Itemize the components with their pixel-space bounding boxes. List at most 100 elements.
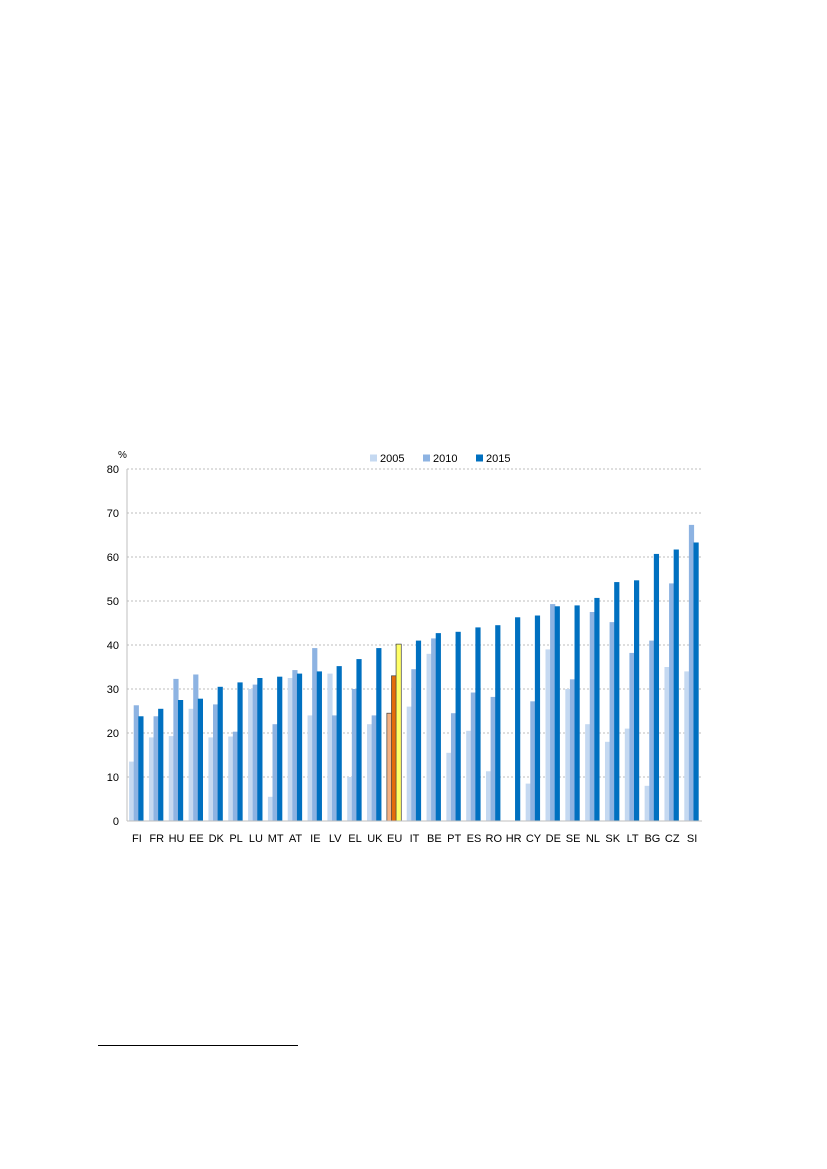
x-tick-label: RO [486, 833, 503, 845]
bar-uk-2015 [376, 648, 382, 821]
bar-ie-2015 [316, 671, 322, 821]
x-tick-label: BE [427, 833, 442, 845]
x-tick-label: PT [447, 833, 461, 845]
legend-label: 2015 [486, 453, 510, 465]
bar-ee-2010 [193, 674, 199, 821]
bar-lv-2010 [331, 715, 338, 821]
x-tick-label: SK [605, 833, 620, 845]
bar-it-2015 [415, 640, 422, 821]
x-tick-label: SE [566, 833, 581, 845]
bar-si-2005 [684, 671, 690, 821]
bar-eu-2015 [395, 643, 402, 822]
bar-dk-2015 [217, 686, 223, 821]
legend-swatch-2015 [476, 454, 483, 462]
bar-hr-2015 [515, 617, 521, 821]
bar-fr-2005 [148, 737, 155, 821]
bar-ee-2015 [197, 698, 203, 821]
bar-ro-2005 [486, 771, 492, 821]
bar-fi-2015 [138, 716, 144, 821]
bar-bg-2005 [644, 785, 650, 821]
bar-it-2010 [411, 669, 417, 821]
bar-be-2010 [431, 638, 437, 821]
footnote-separator [98, 1045, 298, 1046]
x-tick-label: SI [687, 833, 697, 845]
bar-nl-2015 [594, 597, 600, 821]
bar-el-2015 [356, 659, 362, 821]
bar-cy-2015 [534, 615, 541, 821]
x-tick-label: ES [467, 833, 482, 845]
bar-be-2015 [435, 633, 441, 821]
bar-lt-2010 [629, 652, 635, 821]
bar-sk-2010 [609, 622, 615, 821]
bar-mt-2010 [272, 724, 278, 821]
x-axis-ticks: FI FR HU EE DK PL LU MT AT IE LV EL UK EU IT BE PT ES RO HR… [132, 833, 697, 845]
bar-si-2015 [693, 542, 699, 821]
y-axis-ticks: 0 10 20 30 40 50 60 70 80 [107, 464, 119, 828]
bar-se-2015 [574, 605, 580, 821]
x-tick-label: CZ [665, 833, 680, 845]
y-tick-label: 60 [107, 552, 119, 564]
bar-at-2010 [292, 670, 298, 821]
y-axis-label: % [118, 450, 127, 461]
bar-mt-2005 [267, 796, 274, 821]
x-tick-label: UK [367, 833, 383, 845]
bar-cz-2005 [664, 667, 670, 821]
bar-el-2005 [347, 777, 353, 821]
x-tick-label: DK [209, 833, 225, 845]
bar-es-2010 [470, 692, 476, 821]
x-tick-label: MT [268, 833, 284, 845]
bar-pl-2005 [228, 736, 234, 821]
x-tick-label: CY [526, 833, 542, 845]
bar-pl-2010 [232, 731, 239, 821]
bar-uk-2005 [367, 724, 373, 821]
bar-at-2015 [296, 673, 303, 821]
y-tick-label: 80 [107, 464, 119, 476]
bars [129, 524, 699, 822]
bar-ie-2010 [312, 648, 318, 821]
bar-lt-2015 [634, 580, 640, 821]
x-tick-label: EL [348, 833, 361, 845]
bar-fr-2015 [158, 708, 164, 821]
bar-bg-2010 [649, 640, 655, 821]
x-tick-label: LV [329, 833, 342, 845]
bar-pl-2015 [237, 682, 243, 821]
x-tick-label: EE [189, 833, 204, 845]
bar-cz-2015 [673, 549, 679, 821]
bar-at-2005 [287, 678, 293, 821]
legend-swatch-2005 [370, 454, 377, 462]
bar-dk-2005 [208, 737, 214, 821]
bar-lu-2010 [252, 684, 258, 821]
bar-si-2010 [688, 524, 695, 821]
bar-be-2005 [426, 653, 432, 821]
bar-lu-2015 [257, 678, 263, 821]
bar-se-2010 [569, 679, 576, 821]
x-tick-label: IT [410, 833, 420, 845]
bar-sk-2015 [614, 582, 620, 821]
bar-dk-2010 [213, 704, 219, 821]
bar-pt-2015 [455, 631, 461, 821]
y-tick-label: 70 [107, 508, 119, 520]
bar-lu-2005 [248, 689, 254, 821]
bar-de-2010 [550, 604, 556, 821]
bar-ee-2005 [188, 708, 194, 821]
bar-cy-2010 [530, 701, 536, 821]
legend-label: 2010 [433, 453, 457, 465]
bar-cz-2010 [669, 583, 675, 821]
bar-se-2005 [565, 689, 571, 821]
x-tick-label: PL [229, 833, 242, 845]
bar-nl-2005 [585, 724, 591, 821]
bar-cy-2005 [525, 783, 531, 821]
bar-mt-2015 [277, 676, 283, 821]
bar-lt-2005 [624, 728, 630, 821]
bar-de-2005 [545, 649, 551, 821]
x-tick-label: DE [546, 833, 561, 845]
x-tick-label: EU [387, 833, 402, 845]
bar-pt-2005 [446, 752, 452, 821]
bar-ro-2010 [490, 696, 496, 821]
bar-de-2015 [554, 606, 560, 821]
bar-it-2005 [406, 706, 412, 821]
bar-lv-2005 [327, 673, 333, 821]
bar-ro-2015 [495, 625, 501, 821]
